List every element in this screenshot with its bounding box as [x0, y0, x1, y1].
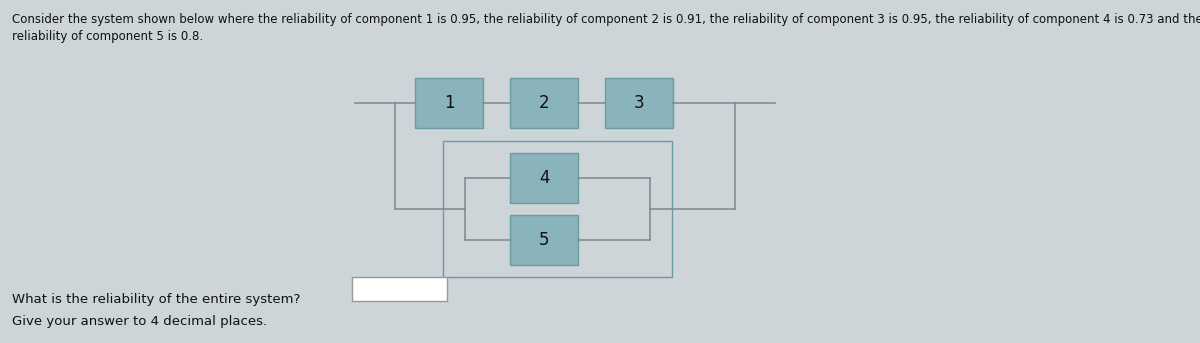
Bar [510, 153, 578, 203]
Text: Consider the system shown below where the reliability of component 1 is 0.95, th: Consider the system shown below where th… [12, 13, 1200, 26]
Bar [443, 141, 672, 277]
Bar [510, 215, 578, 265]
Bar [352, 277, 446, 301]
Text: 5: 5 [539, 231, 550, 249]
Text: Give your answer to 4 decimal places.: Give your answer to 4 decimal places. [12, 315, 268, 328]
Text: 4: 4 [539, 169, 550, 187]
Text: 3: 3 [634, 94, 644, 112]
Bar [605, 78, 673, 128]
Bar [510, 78, 578, 128]
Text: 1: 1 [444, 94, 455, 112]
Text: reliability of component 5 is 0.8.: reliability of component 5 is 0.8. [12, 30, 203, 43]
Text: 2: 2 [539, 94, 550, 112]
Text: What is the reliability of the entire system?: What is the reliability of the entire sy… [12, 293, 300, 306]
Bar [415, 78, 482, 128]
